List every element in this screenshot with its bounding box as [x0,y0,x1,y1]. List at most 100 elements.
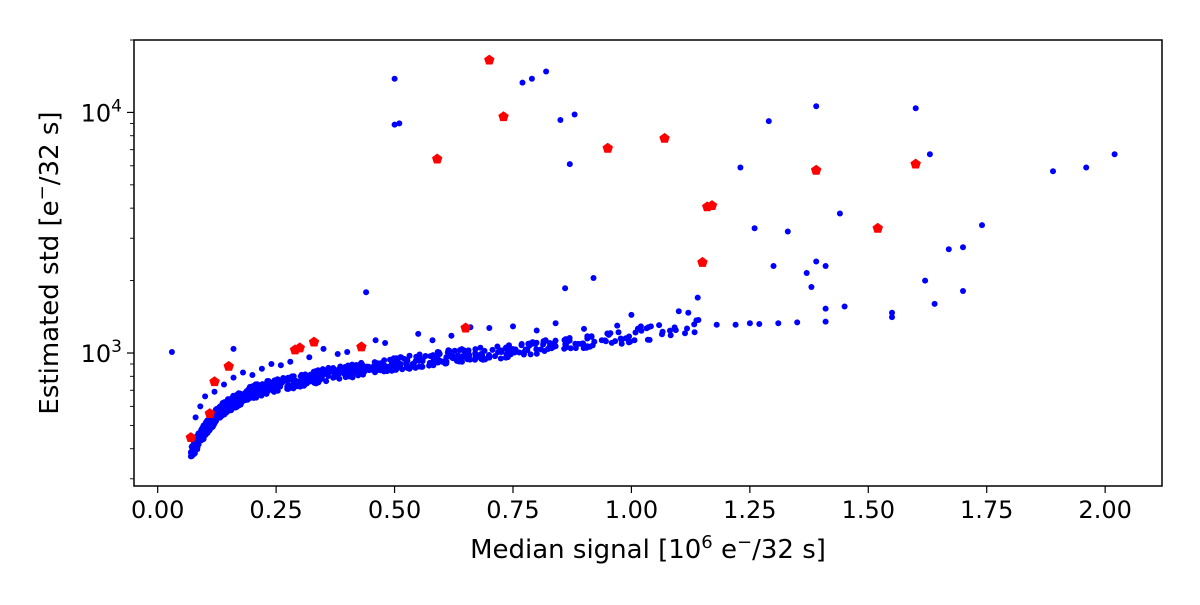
data-point [430,362,437,369]
data-point [492,353,498,360]
data-point [626,333,633,340]
data-point [526,342,533,348]
outlier-point [432,153,443,164]
data-point [520,351,527,358]
data-point [345,373,352,379]
outlier-point [460,322,471,333]
data-point [297,383,304,390]
data-point [446,347,453,354]
data-point [393,355,400,362]
data-point [684,325,690,332]
data-point [803,270,810,276]
y-axis-label: Estimated std [e−/32 s] [32,111,66,414]
outlier-point [872,222,883,233]
data-point [192,414,199,421]
data-point [682,330,688,337]
data-point [391,75,398,82]
outlier-point [706,200,718,210]
data-point [822,263,829,269]
data-point [451,347,458,354]
data-point [498,349,505,355]
data-point [675,308,682,315]
data-point [354,368,361,374]
data-point [614,322,621,329]
data-point [278,379,284,386]
data-point [912,105,919,112]
data-point [566,161,573,168]
x-tick-label: 0.75 [486,496,539,524]
data-point [328,366,335,373]
data-point [562,285,569,292]
outlier-point [204,408,215,418]
data-point [486,354,493,361]
data-point [546,344,553,351]
data-point [889,309,895,316]
data-point [404,357,411,364]
data-point [287,358,294,365]
data-point [350,363,357,370]
data-point [465,350,472,357]
data-point [659,328,666,335]
data-point [751,225,758,232]
data-point [264,383,271,390]
data-point [477,344,484,351]
data-point [808,284,815,290]
data-point [241,390,248,397]
data-point [497,355,504,362]
data-point [522,346,529,353]
data-point [472,355,479,362]
data-point [306,354,313,361]
data-point [637,323,644,330]
outlier-point [209,376,220,387]
outlier-point [223,360,234,371]
data-point [543,68,550,75]
data-point [746,320,753,327]
data-point [249,372,256,378]
data-point [667,332,674,339]
data-point [494,343,501,350]
data-point [713,321,720,328]
data-point [572,340,579,347]
data-point [187,453,194,460]
data-point [578,340,585,347]
data-point [667,327,673,334]
data-point [369,363,376,370]
data-point [922,277,929,284]
data-point [230,374,237,381]
data-point [552,320,559,327]
data-point [197,403,204,410]
data-point [217,403,224,410]
data-point [646,336,653,343]
x-tick-label: 0.50 [368,496,421,524]
data-point [732,321,739,328]
data-point [572,345,579,352]
data-point [344,349,351,355]
data-point [302,371,309,378]
data-point [486,325,493,331]
data-point [464,356,471,363]
data-point [960,288,966,294]
data-point [510,323,516,330]
data-point [813,103,820,110]
data-point [426,362,433,369]
data-point [268,361,275,367]
data-point [841,303,848,310]
data-point [418,363,425,370]
data-point [372,337,379,344]
data-point [430,352,436,359]
outlier-point [185,432,197,442]
data-point [567,345,574,352]
data-point [264,388,271,395]
data-point [1111,151,1118,158]
data-point [481,347,488,354]
data-point [590,275,597,281]
data-point [540,341,547,348]
y-axis-ticks: 103 104 [81,39,134,480]
data-point [168,349,175,355]
data-point [533,327,540,334]
data-point [416,351,423,358]
data-point [320,371,327,378]
data-point [1083,164,1090,171]
data-point [256,386,263,393]
data-point [584,335,591,342]
